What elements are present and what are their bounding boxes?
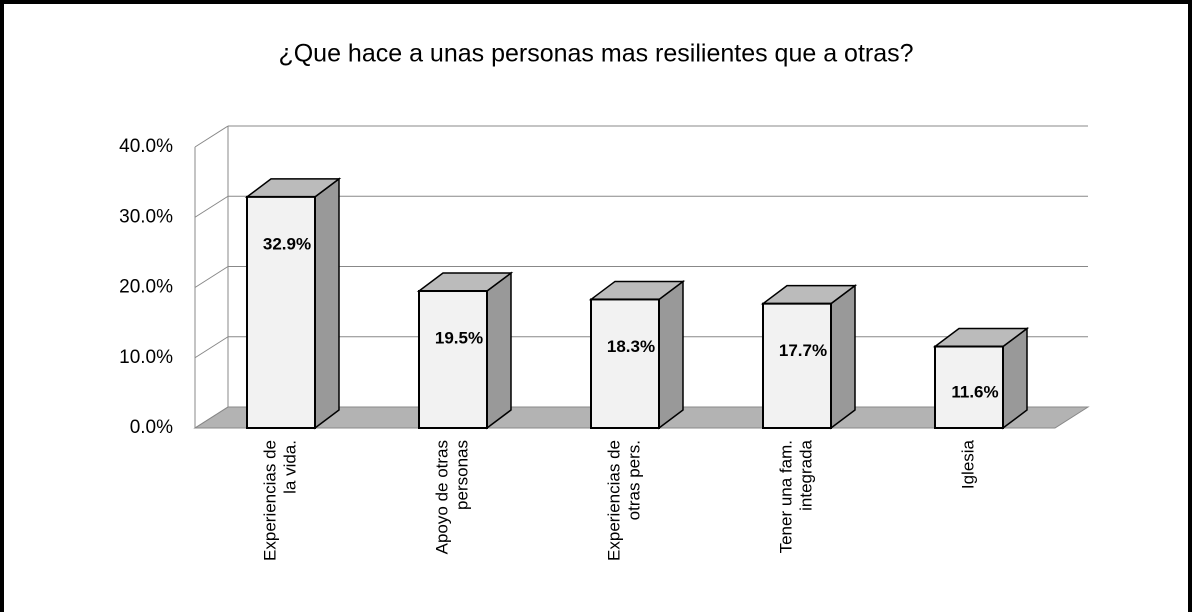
y-tick-label: 0.0% [130,417,173,438]
x-tick-label: otras pers. [624,440,643,520]
data-label: 19.5% [435,328,483,347]
x-tick-label: Iglesia [958,439,977,489]
bar-side [314,177,340,430]
x-tick-label: Apoyo de otras [432,440,451,554]
data-label: 32.9% [263,234,311,253]
data-label: 17.7% [779,341,827,360]
chart-title: ¿Que hace a unas personas mas resiliente… [278,40,913,68]
grid-line [194,195,229,218]
x-tick-label-group: Iglesia [958,439,977,489]
bar-side [486,271,512,430]
data-label: 18.3% [607,337,655,356]
x-tick-label: integrada [796,439,815,510]
bar-side [830,284,856,430]
grid-line [194,125,229,148]
x-tick-label: Experiencias de [260,440,279,561]
grid-line [194,406,229,429]
bar [934,345,1004,430]
y-tick-label: 20.0% [119,277,173,298]
y-tick-label: 40.0% [119,136,173,157]
x-tick-label-group: Experiencias de otras pers. [604,440,643,561]
y-tick-label: 10.0% [119,347,173,368]
x-tick-label-group: Tener una fam. integrada [776,439,815,553]
x-tick-label: la vida. [280,440,299,494]
bar [418,290,488,430]
y-tick-label: 30.0% [119,206,173,227]
bar [590,298,660,429]
x-tick-label: personas [452,440,471,510]
bar [246,195,316,429]
x-tick-label-group: Experiencias de la vida. [260,440,299,561]
data-label: 11.6% [951,382,998,401]
x-tick-label: Tener una fam. [776,440,795,553]
x-tick-label-group: Apoyo de otras personas [432,440,471,554]
grid-line [194,336,229,359]
grid-line [194,266,229,288]
bar [762,302,832,429]
x-tick-label: Experiencias de [604,440,623,561]
bar-side [658,279,684,430]
